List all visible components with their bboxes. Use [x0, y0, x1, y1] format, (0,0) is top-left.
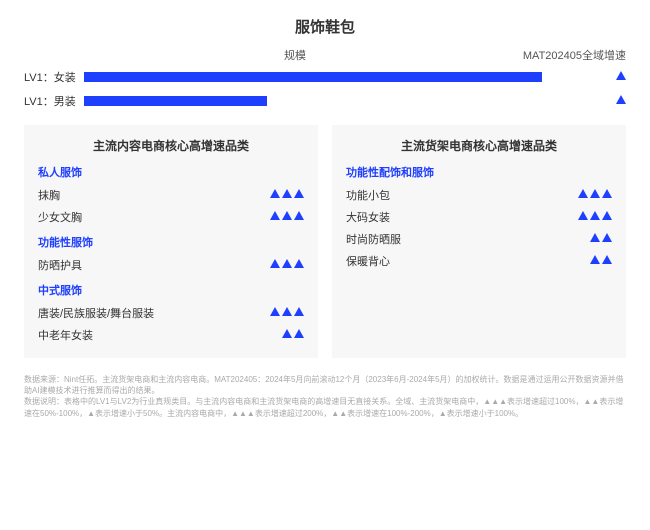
bar-track: [84, 72, 566, 82]
up-triangle-icon: [282, 329, 292, 338]
group-title: 私人服饰: [38, 164, 304, 180]
up-triangle-icon: [294, 307, 304, 316]
col-header-growth: MAT202405全域增速: [506, 47, 626, 63]
triangle-group: [588, 233, 612, 245]
col-header-scale: 规模: [84, 47, 506, 63]
up-triangle-icon: [590, 211, 600, 220]
up-triangle-icon: [270, 259, 280, 268]
item-row: 中老年女装: [38, 324, 304, 346]
group-title: 功能性服饰: [38, 234, 304, 250]
bar-fill: [84, 72, 542, 82]
triangle-group: [588, 255, 612, 267]
up-triangle-icon: [294, 259, 304, 268]
item-label: 少女文胸: [38, 209, 82, 225]
footnote: 数据来源：Nint任拓。主流货架电商和主流内容电商。MAT202405：2024…: [24, 374, 626, 419]
item-label: 中老年女装: [38, 327, 93, 343]
triangle-group: [576, 189, 612, 201]
group-title: 中式服饰: [38, 282, 304, 298]
up-triangle-icon: [590, 255, 600, 264]
bar-fill: [84, 96, 267, 106]
item-row: 抹胸: [38, 184, 304, 206]
up-triangle-icon: [602, 233, 612, 242]
bar-growth: [566, 71, 626, 83]
item-label: 唐装/民族服装/舞台服装: [38, 305, 154, 321]
up-triangle-icon: [602, 255, 612, 264]
panel-right-title: 主流货架电商核心高增速品类: [346, 137, 612, 154]
up-triangle-icon: [590, 233, 600, 242]
up-triangle-icon: [616, 71, 626, 80]
up-triangle-icon: [282, 307, 292, 316]
up-triangle-icon: [294, 329, 304, 338]
header-spacer: [24, 47, 84, 63]
bar-track: [84, 96, 566, 106]
footnote-line2: 数据说明：表格中的LV1与LV2为行业真规类目。与主流内容电商和主流货架电商的高…: [24, 396, 626, 418]
triangle-group: [268, 211, 304, 223]
item-row: 少女文胸: [38, 206, 304, 228]
triangle-group: [268, 189, 304, 201]
triangle-group: [268, 259, 304, 271]
up-triangle-icon: [282, 189, 292, 198]
page-root: 服饰鞋包 规模 MAT202405全域增速 LV1：女装 LV1：男装 主流内容电…: [0, 0, 650, 431]
up-triangle-icon: [270, 189, 280, 198]
item-row: 功能小包: [346, 184, 612, 206]
footnote-line1: 数据来源：Nint任拓。主流货架电商和主流内容电商。MAT202405：2024…: [24, 374, 626, 396]
bar-chart-area: LV1：女装 LV1：男装: [24, 69, 626, 109]
triangle-group: [280, 329, 304, 341]
up-triangle-icon: [294, 211, 304, 220]
item-row: 防晒护具: [38, 254, 304, 276]
up-triangle-icon: [578, 211, 588, 220]
bar-row: LV1：女装: [24, 69, 626, 85]
item-label: 大码女装: [346, 209, 390, 225]
up-triangle-icon: [578, 189, 588, 198]
up-triangle-icon: [282, 259, 292, 268]
bar-label: LV1：女装: [24, 69, 84, 85]
panel-left-title: 主流内容电商核心高增速品类: [38, 137, 304, 154]
panel-left: 主流内容电商核心高增速品类 私人服饰抹胸少女文胸功能性服饰防晒护具中式服饰唐装/…: [24, 125, 318, 358]
up-triangle-icon: [270, 211, 280, 220]
page-title: 服饰鞋包: [24, 16, 626, 37]
item-row: 时尚防晒服: [346, 228, 612, 250]
item-label: 防晒护具: [38, 257, 82, 273]
item-label: 抹胸: [38, 187, 60, 203]
up-triangle-icon: [616, 95, 626, 104]
item-label: 时尚防晒服: [346, 231, 401, 247]
triangle-group: [268, 307, 304, 319]
triangle-group: [576, 211, 612, 223]
item-label: 功能小包: [346, 187, 390, 203]
triangle-group: [614, 95, 626, 107]
column-headers: 规模 MAT202405全域增速: [24, 47, 626, 63]
item-label: 保暖背心: [346, 253, 390, 269]
up-triangle-icon: [282, 211, 292, 220]
up-triangle-icon: [602, 189, 612, 198]
item-row: 唐装/民族服装/舞台服装: [38, 302, 304, 324]
group-title: 功能性配饰和服饰: [346, 164, 612, 180]
triangle-group: [614, 71, 626, 83]
item-row: 大码女装: [346, 206, 612, 228]
up-triangle-icon: [270, 307, 280, 316]
up-triangle-icon: [590, 189, 600, 198]
bar-label: LV1：男装: [24, 93, 84, 109]
bar-growth: [566, 95, 626, 107]
up-triangle-icon: [294, 189, 304, 198]
item-row: 保暖背心: [346, 250, 612, 272]
panels-row: 主流内容电商核心高增速品类 私人服饰抹胸少女文胸功能性服饰防晒护具中式服饰唐装/…: [24, 125, 626, 358]
panel-right: 主流货架电商核心高增速品类 功能性配饰和服饰功能小包大码女装时尚防晒服保暖背心: [332, 125, 626, 358]
up-triangle-icon: [602, 211, 612, 220]
bar-row: LV1：男装: [24, 93, 626, 109]
